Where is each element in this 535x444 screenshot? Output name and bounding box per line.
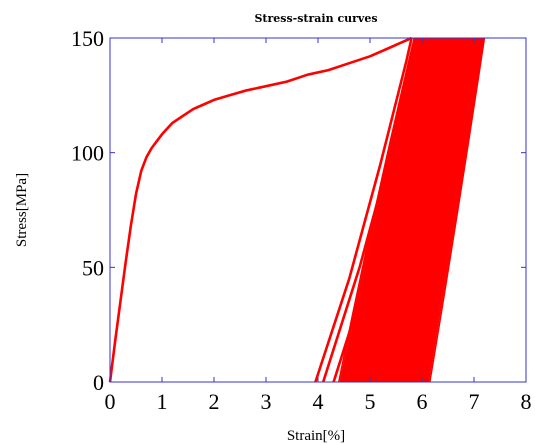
cycle-loading-curve [414,37,474,383]
cycle-loading-curve [382,37,450,383]
cycle-loading-curve [394,37,459,383]
cycle-loading-curve [420,37,478,383]
cycle-loading-curve [345,37,421,383]
cycle-loading-curve [344,37,420,383]
cycle-loading-curve [417,37,476,383]
axis-ticks: 0 1 2 3 4 5 6 7 8 0 50 100 150 [71,26,532,414]
cycle-loading-curve [366,37,437,383]
cycle-loading-curve [374,37,443,383]
cycle-loading-curve [391,37,457,383]
cycle-loading-curve [356,37,429,383]
x-tick-label: 8 [521,389,532,414]
cycle-loading-curve [408,37,469,383]
cycle-unloading-curve [427,37,485,383]
cycle-loading-curve [372,37,442,383]
cycle-loading-curve [384,37,451,383]
cycle-loading-curve [368,37,438,383]
cycle-loading-curve [412,37,473,383]
cycle-loading-curve [387,37,453,383]
reloading-curve [321,37,419,383]
cycle-loading-curve [360,37,433,383]
x-tick-label: 6 [417,389,428,414]
cycle-loading-curve [363,37,435,383]
x-tick-label: 5 [365,389,376,414]
cycle-loading-curve [424,37,482,383]
cycle-loading-curve [426,37,483,383]
cycle-loading-curve [388,37,454,383]
y-tick-label: 150 [71,26,104,51]
cycle-loading-curve [415,37,475,383]
cycle-loading-curve [406,37,468,383]
cycle-loading-curve [390,37,456,383]
cycle-loading-curve [411,37,472,383]
y-tick-label: 100 [71,141,104,166]
reloading-curve [314,37,413,383]
y-axis-label: Stress[MPa] [14,173,30,247]
reloading-curve [332,37,424,383]
cycle-loading-curve [421,37,480,383]
cycle-loading-curve [385,37,452,383]
cycle-loading-curve [423,37,481,383]
monotonic-loading-curve [108,36,413,383]
cycle-loading-curve [400,37,464,383]
x-tick-label: 2 [209,389,220,414]
cycle-loading-curve [359,37,431,383]
plot-area [108,36,486,383]
cycle-loading-curve [397,37,461,383]
cycle-loading-curve [399,37,462,383]
cycle-loading-curve [402,37,465,383]
cycle-loading-curve [396,37,460,383]
x-tick-label: 0 [105,389,116,414]
cycle-loading-curve [357,37,430,383]
cycle-loading-curve [375,37,444,383]
cycle-loading-curve [369,37,440,383]
cycle-loading-curve [409,37,470,383]
x-tick-label: 7 [469,389,480,414]
cycle-loading-curve [362,37,434,383]
cycle-loading-curve [403,37,466,383]
x-axis-label: Strain[%] [287,428,345,444]
y-tick-label: 0 [93,370,104,395]
cycle-loading-curve [405,37,467,383]
cycle-loading-curve [365,37,436,383]
chart-title: Stress-strain curves [254,12,377,25]
cycle-loading-curve [418,37,477,383]
cycle-loading-curve [393,37,458,383]
x-tick-label: 3 [261,389,272,414]
cycle-loading-curve [377,37,445,383]
cycle-loading-curve [353,37,427,383]
cycle-loading-curve [381,37,449,383]
cycle-unloading-curve [429,37,486,383]
cycle-loading-curve [380,37,448,383]
cycle-loading-curve [378,37,446,383]
x-tick-label: 1 [157,389,168,414]
y-tick-label: 50 [82,255,104,280]
cycle-loading-curve [354,37,428,383]
cycle-loading-curve [371,37,441,383]
x-tick-label: 4 [313,389,324,414]
cycle-loading-curve [351,37,426,383]
